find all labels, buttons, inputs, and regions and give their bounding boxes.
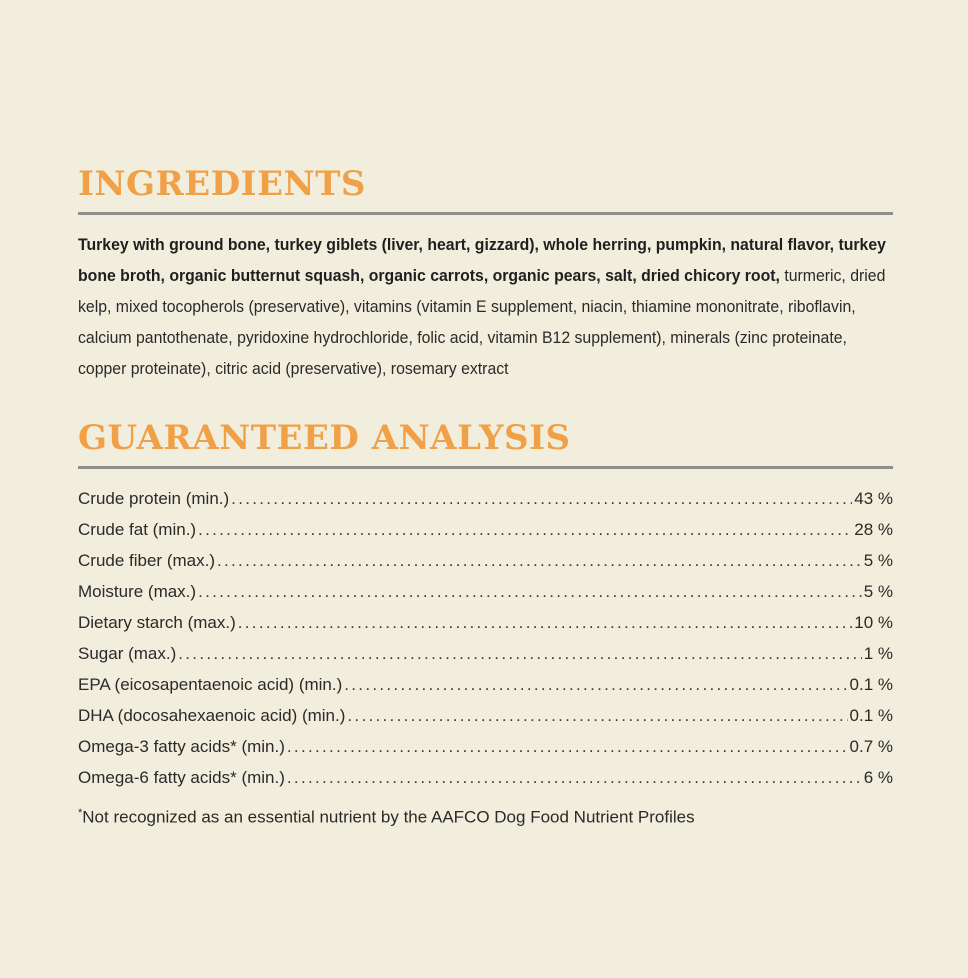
dot-leader bbox=[231, 483, 852, 514]
footnote-mark: * bbox=[78, 807, 83, 819]
dot-leader bbox=[178, 638, 861, 669]
analysis-row: Crude fiber (max.) 5 % bbox=[78, 545, 893, 576]
footnote-text: Not recognized as an essential nutrient … bbox=[82, 807, 695, 827]
nutrient-label: Dietary starch (max.) bbox=[78, 613, 236, 632]
analysis-row: Moisture (max.) 5 % bbox=[78, 576, 893, 607]
analysis-row: Dietary starch (max.) 10 % bbox=[78, 607, 893, 638]
nutrient-value: 43 % bbox=[854, 489, 893, 508]
ingredients-section: INGREDIENTS Turkey with ground bone, tur… bbox=[78, 164, 893, 384]
nutrient-label: Sugar (max.) bbox=[78, 644, 177, 663]
nutrient-label: Crude fiber (max.) bbox=[78, 551, 215, 570]
analysis-heading: GUARANTEED ANALYSIS bbox=[78, 418, 571, 458]
nutrient-value: 0.1 % bbox=[849, 706, 893, 725]
nutrient-label: DHA (docosahexaenoic acid) (min.) bbox=[78, 706, 346, 725]
nutrient-value: 1 % bbox=[863, 644, 893, 663]
footnote: *Not recognized as an essential nutrient… bbox=[78, 801, 893, 830]
dot-leader bbox=[287, 731, 848, 762]
analysis-row: Omega-3 fatty acids* (min.) 0.7 % bbox=[78, 731, 893, 762]
analysis-row: Omega-6 fatty acids* (min.) 6 % bbox=[78, 762, 893, 793]
nutrient-value: 0.7 % bbox=[849, 737, 893, 756]
dot-leader bbox=[347, 700, 847, 731]
analysis-section: GUARANTEED ANALYSIS Crude protein (min.)… bbox=[78, 418, 893, 830]
analysis-divider bbox=[78, 466, 893, 469]
ingredients-heading: INGREDIENTS bbox=[78, 164, 366, 204]
ingredients-text: Turkey with ground bone, turkey giblets … bbox=[78, 229, 895, 384]
analysis-row: EPA (eicosapentaenoic acid) (min.) 0.1 % bbox=[78, 669, 893, 700]
nutrient-label: Crude protein (min.) bbox=[78, 489, 230, 508]
nutrient-value: 10 % bbox=[854, 613, 893, 632]
analysis-row: Crude protein (min.) 43 % bbox=[78, 483, 893, 514]
dot-leader bbox=[344, 669, 847, 700]
nutrient-label: Omega-3 fatty acids* (min.) bbox=[78, 737, 285, 756]
nutrient-label: Crude fat (min.) bbox=[78, 520, 197, 539]
nutrient-value: 0.1 % bbox=[849, 675, 893, 694]
ingredients-divider bbox=[78, 212, 893, 215]
analysis-row: Crude fat (min.) 28 % bbox=[78, 514, 893, 545]
ingredients-regular-text: turmeric, dried kelp, mixed tocopherols … bbox=[78, 266, 886, 378]
nutrient-value: 5 % bbox=[863, 551, 893, 570]
nutrient-label: Moisture (max.) bbox=[78, 582, 197, 601]
analysis-row: Sugar (max.) 1 % bbox=[78, 638, 893, 669]
dot-leader bbox=[238, 607, 853, 638]
dot-leader bbox=[198, 576, 862, 607]
nutrient-value: 5 % bbox=[863, 582, 893, 601]
dot-leader bbox=[198, 514, 852, 545]
analysis-table: Crude protein (min.) 43 % Crude fat (min… bbox=[78, 483, 893, 793]
nutrient-label: Omega-6 fatty acids* (min.) bbox=[78, 768, 285, 787]
analysis-row: DHA (docosahexaenoic acid) (min.) 0.1 % bbox=[78, 700, 893, 731]
nutrient-value: 28 % bbox=[854, 520, 893, 539]
nutrient-label: EPA (eicosapentaenoic acid) (min.) bbox=[78, 675, 343, 694]
nutrient-value: 6 % bbox=[863, 768, 893, 787]
dot-leader bbox=[287, 762, 862, 793]
dot-leader bbox=[217, 545, 862, 576]
ingredients-bold-text: Turkey with ground bone, turkey giblets … bbox=[78, 235, 886, 285]
